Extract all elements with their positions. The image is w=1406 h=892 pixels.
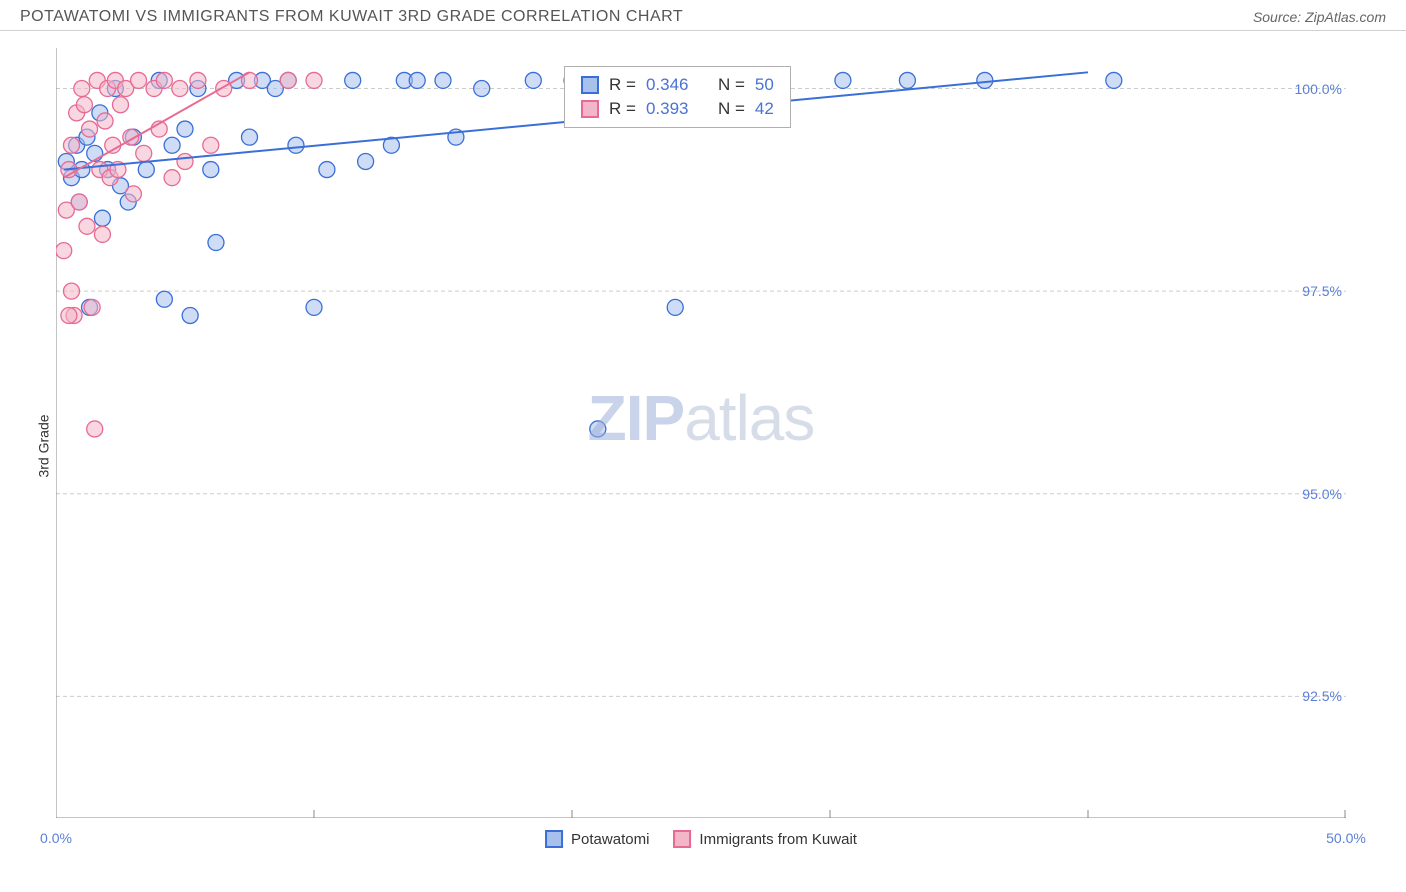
chart-legend: Potawatomi Immigrants from Kuwait — [545, 830, 857, 848]
stats-r-value: 0.393 — [646, 99, 689, 119]
correlation-stats-box: R = 0.346 N = 50 R = 0.393 N = 42 — [564, 66, 791, 128]
stats-n-value: 50 — [755, 75, 774, 95]
y-tick-label: 97.5% — [1302, 283, 1342, 299]
stats-r-label: R = — [609, 75, 636, 95]
stats-n-value: 42 — [755, 99, 774, 119]
legend-item: Potawatomi — [545, 830, 649, 848]
chart-plot-area: ZIPatlas R =0.346 N =50R =0.393 N =42 92… — [56, 48, 1346, 818]
stats-n-label: N = — [718, 99, 745, 119]
legend-swatch — [545, 830, 563, 848]
stats-swatch — [581, 100, 599, 118]
legend-item: Immigrants from Kuwait — [673, 830, 857, 848]
legend-label: Immigrants from Kuwait — [699, 831, 857, 848]
x-tick-label: 0.0% — [40, 830, 72, 846]
scatter-plot-svg — [56, 48, 1346, 818]
legend-swatch — [673, 830, 691, 848]
legend-label: Potawatomi — [571, 831, 649, 848]
y-tick-label: 92.5% — [1302, 688, 1342, 704]
chart-title: POTAWATOMI VS IMMIGRANTS FROM KUWAIT 3RD… — [20, 8, 683, 26]
chart-header: POTAWATOMI VS IMMIGRANTS FROM KUWAIT 3RD… — [0, 0, 1406, 31]
stats-row: R = 0.346 N = 50 — [581, 73, 774, 97]
y-axis-label: 3rd Grade — [36, 414, 52, 477]
source-attribution: Source: ZipAtlas.com — [1253, 9, 1386, 25]
y-tick-label: 100.0% — [1295, 81, 1342, 97]
x-tick-label: 50.0% — [1326, 830, 1366, 846]
stats-r-label: R = — [609, 99, 636, 119]
stats-r-value: 0.346 — [646, 75, 689, 95]
stats-swatch — [581, 76, 599, 94]
y-tick-label: 95.0% — [1302, 486, 1342, 502]
stats-row: R = 0.393 N = 42 — [581, 97, 774, 121]
stats-n-label: N = — [718, 75, 745, 95]
